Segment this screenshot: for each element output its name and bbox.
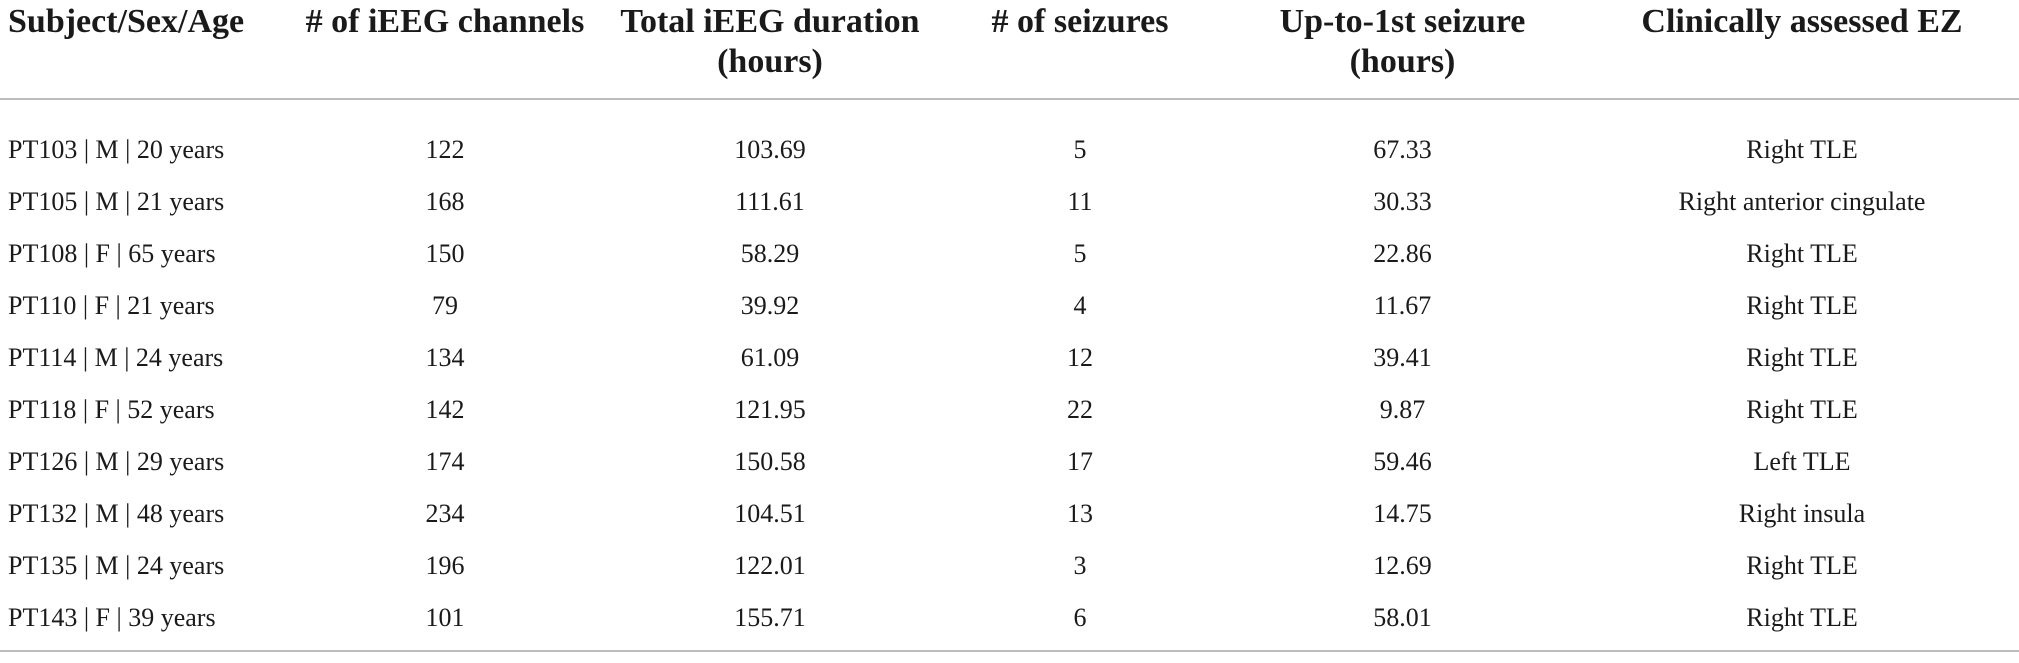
cell-channels: 196 xyxy=(425,551,465,580)
table-row: PT103 | M | 20 years 122 103.69 5 67.33 … xyxy=(0,99,2019,176)
cell-ez: Right TLE xyxy=(1585,592,2019,652)
cell-duration: 111.61 xyxy=(735,187,805,216)
cell-subject: PT114 | M | 24 years xyxy=(8,343,224,372)
cell-channels: 101 xyxy=(290,592,600,652)
table-row: PT108 | F | 65 years 150 58.29 5 22.86 R… xyxy=(0,228,2019,280)
cell-duration: 61.09 xyxy=(740,343,800,372)
cell-duration: 122.01 xyxy=(734,551,806,580)
cell-channels: 234 xyxy=(425,499,465,528)
cell-first-seizure: 58.01 xyxy=(1220,592,1585,652)
cell-subject: PT132 | M | 48 years xyxy=(8,499,225,528)
cell-subject: PT103 | M | 20 years xyxy=(8,135,225,164)
cell-seizures: 11 xyxy=(1067,187,1093,216)
cell-seizures: 4 xyxy=(1073,291,1087,320)
cell-ez: Right insula xyxy=(1738,499,1866,528)
cell-subject: PT108 | F | 65 years xyxy=(8,239,216,268)
cell-channels: 142 xyxy=(425,395,465,424)
table-row: PT105 | M | 21 years 168 111.61 11 30.33… xyxy=(0,176,2019,228)
cell-first-seizure: 67.33 xyxy=(1373,135,1432,164)
header-ieeg-channels: # of iEEG channels xyxy=(290,0,600,100)
cell-ez: Right TLE xyxy=(1746,135,1858,164)
cell-channels: 79 xyxy=(432,291,458,320)
cell-subject: PT135 | M | 24 years xyxy=(8,551,225,580)
cell-seizures: 17 xyxy=(1067,447,1093,476)
header-clinically-assessed-ez: Clinically assessed EZ xyxy=(1585,0,2019,100)
cell-first-seizure: 22.86 xyxy=(1373,239,1432,268)
table-row: PT132 | M | 48 years 234 104.51 13 14.75… xyxy=(0,488,2019,540)
cell-duration: 58.29 xyxy=(740,239,800,268)
table-row: PT126 | M | 29 years 174 150.58 17 59.46… xyxy=(0,436,2019,488)
cell-subject: PT110 | F | 21 years xyxy=(8,291,215,320)
cell-duration: 150.58 xyxy=(734,447,806,476)
cell-first-seizure: 12.69 xyxy=(1373,551,1432,580)
cell-first-seizure: 30.33 xyxy=(1373,187,1432,216)
table-row: PT143 | F | 39 years 101 155.71 6 58.01 … xyxy=(0,592,2019,652)
table-row: PT110 | F | 21 years 79 39.92 4 11.67 Ri… xyxy=(0,280,2019,332)
cell-channels: 134 xyxy=(425,343,465,372)
header-row: Subject/Sex/Age # of iEEG channels Total… xyxy=(0,0,2019,100)
table-row: PT118 | F | 52 years 142 121.95 22 9.87 … xyxy=(0,384,2019,436)
cell-ez: Right TLE xyxy=(1746,551,1858,580)
cell-first-seizure: 39.41 xyxy=(1373,343,1432,372)
cell-channels: 122 xyxy=(425,135,465,164)
cell-ez: Right TLE xyxy=(1746,239,1858,268)
cell-subject: PT105 | M | 21 years xyxy=(8,187,225,216)
cell-seizures: 22 xyxy=(1067,395,1093,424)
cell-seizures: 5 xyxy=(1073,239,1087,268)
header-subject-sex-age: Subject/Sex/Age xyxy=(0,0,290,100)
cell-subject: PT143 | F | 39 years xyxy=(0,592,290,652)
table-row: PT135 | M | 24 years 196 122.01 3 12.69 … xyxy=(0,540,2019,592)
cell-first-seizure: 9.87 xyxy=(1379,395,1426,424)
cell-ez: Left TLE xyxy=(1753,447,1851,476)
cell-subject: PT118 | F | 52 years xyxy=(8,395,215,424)
cell-duration: 39.92 xyxy=(740,291,800,320)
cell-duration: 121.95 xyxy=(734,395,806,424)
cell-ez: Right TLE xyxy=(1746,343,1858,372)
table-row: PT114 | M | 24 years 134 61.09 12 39.41 … xyxy=(0,332,2019,384)
header-up-to-first-seizure: Up-to-1st seizure (hours) xyxy=(1220,0,1585,100)
cell-subject: PT126 | M | 29 years xyxy=(8,447,225,476)
cell-seizures: 13 xyxy=(1067,499,1093,528)
cell-ez: Right TLE xyxy=(1746,291,1858,320)
cell-channels: 174 xyxy=(425,447,465,476)
header-num-seizures: # of seizures xyxy=(940,0,1220,100)
cell-duration: 155.71 xyxy=(600,592,940,652)
cell-ez: Right TLE xyxy=(1746,395,1858,424)
cell-channels: 168 xyxy=(425,187,465,216)
cell-seizures: 5 xyxy=(1073,135,1087,164)
cell-duration: 103.69 xyxy=(734,135,806,164)
header-total-ieeg-duration: Total iEEG duration (hours) xyxy=(600,0,940,100)
cell-seizures: 3 xyxy=(1073,551,1087,580)
cell-first-seizure: 11.67 xyxy=(1373,291,1432,320)
cell-first-seizure: 59.46 xyxy=(1373,447,1432,476)
cell-channels: 150 xyxy=(425,239,465,268)
cell-ez: Right anterior cingulate xyxy=(1678,187,1926,216)
table-header: Subject/Sex/Age # of iEEG channels Total… xyxy=(0,0,2019,100)
cell-first-seizure: 14.75 xyxy=(1373,499,1432,528)
table-body: PT103 | M | 20 years 122 103.69 5 67.33 … xyxy=(0,99,2019,652)
cell-seizures: 12 xyxy=(1067,343,1093,372)
cell-seizures: 6 xyxy=(940,592,1220,652)
cell-duration: 104.51 xyxy=(734,499,806,528)
